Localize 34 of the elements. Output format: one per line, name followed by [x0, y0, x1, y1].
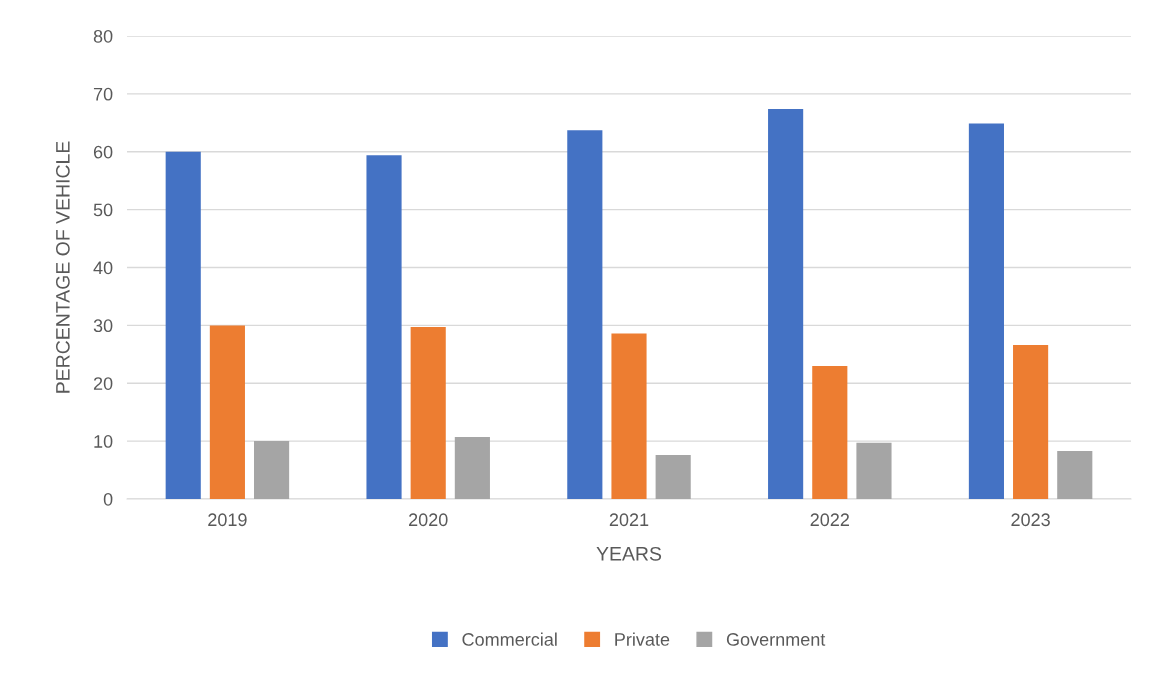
bar — [856, 442, 892, 499]
x-tick-label: 2023 — [1011, 513, 1050, 527]
x-axis-title: YEARS — [596, 546, 662, 561]
x-tick-label: 2022 — [810, 513, 849, 527]
y-axis-title: PERCENTAGE OF VEHICLE — [55, 141, 70, 393]
legend-label: Commercial — [462, 632, 557, 646]
y-tick-label: 30 — [93, 319, 113, 333]
x-tick-label: 2020 — [409, 513, 448, 527]
y-tick-label: 60 — [93, 145, 113, 159]
bar — [209, 325, 245, 499]
x-tick-label: 2019 — [208, 513, 247, 527]
legend-label: Government — [726, 633, 826, 646]
legend-label: Private — [615, 632, 670, 646]
bar — [968, 123, 1004, 499]
bar — [454, 437, 490, 499]
y-tick-label: 0 — [103, 492, 113, 506]
bar — [768, 108, 804, 499]
y-tick-label: 70 — [93, 87, 113, 101]
y-tick-label: 40 — [93, 261, 113, 275]
bar — [254, 441, 290, 499]
bar — [1013, 345, 1049, 499]
y-tick-label: 20 — [93, 377, 113, 390]
y-tick-label: 80 — [93, 29, 113, 43]
bar — [1057, 450, 1093, 499]
bar — [165, 151, 201, 499]
bar — [611, 333, 647, 499]
bar — [812, 365, 848, 499]
y-tick-label: 50 — [93, 203, 113, 217]
bar — [655, 455, 691, 499]
bar — [410, 327, 446, 499]
bar — [567, 130, 603, 499]
y-tick-label: 10 — [94, 435, 113, 448]
bar — [366, 155, 402, 499]
x-tick-label: 2021 — [609, 513, 649, 527]
